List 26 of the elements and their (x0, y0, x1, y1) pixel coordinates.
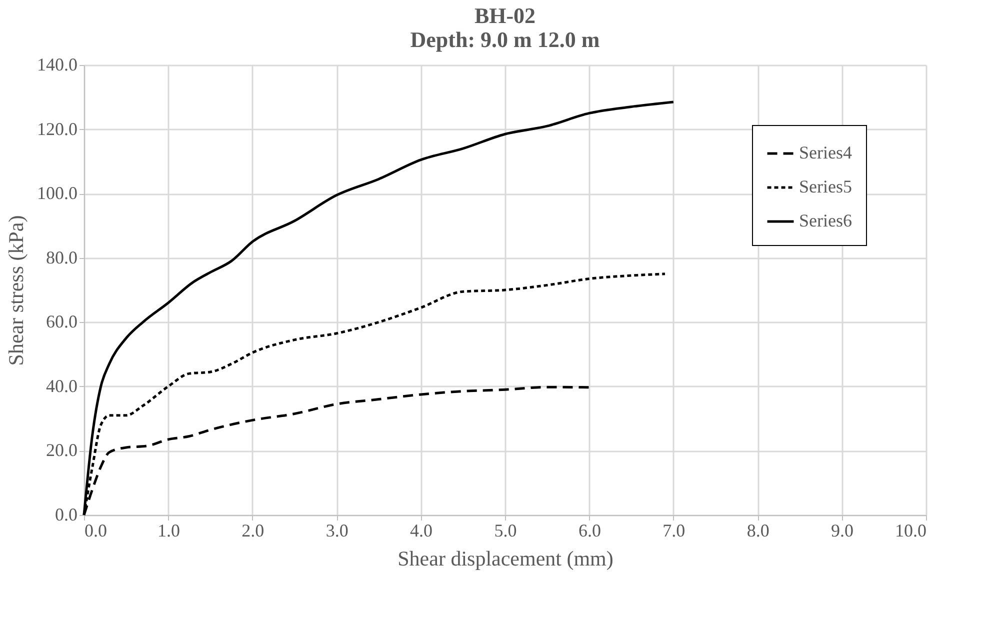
y-axis-title: Shear stress (kPa) (4, 215, 28, 366)
chart-title: BH-02 (474, 3, 536, 28)
legend-label: Series5 (799, 176, 852, 196)
x-tick-label: 2.0 (242, 520, 264, 540)
y-tick-label: 40.0 (46, 376, 78, 396)
y-tick-label: 140.0 (37, 54, 78, 74)
x-tick-label: 9.0 (831, 520, 854, 540)
x-tick-label: 5.0 (494, 520, 517, 540)
x-tick-label: 7.0 (662, 520, 686, 540)
y-tick-label: 120.0 (37, 118, 78, 139)
x-tick-label: 8.0 (746, 520, 770, 540)
legend-label: Series6 (799, 210, 852, 230)
x-tick-label: 1.0 (157, 520, 180, 540)
x-tick-label: 4.0 (410, 520, 433, 540)
y-tick-label: 100.0 (37, 183, 78, 204)
y-tick-label: 0.0 (55, 504, 78, 524)
chart-subtitle: Depth: 9.0 m 12.0 m (410, 27, 600, 52)
x-tick-label: 10.0 (895, 520, 926, 540)
x-tick-label: 3.0 (326, 520, 348, 540)
x-tick-label: 6.0 (578, 520, 601, 540)
x-axis-title: Shear displacement (mm) (398, 546, 614, 570)
x-tick-label: 0.0 (84, 520, 107, 540)
y-tick-label: 20.0 (46, 440, 78, 460)
y-tick-label: 80.0 (46, 247, 78, 268)
legend-label: Series4 (799, 142, 852, 162)
y-tick-label: 60.0 (46, 312, 78, 332)
